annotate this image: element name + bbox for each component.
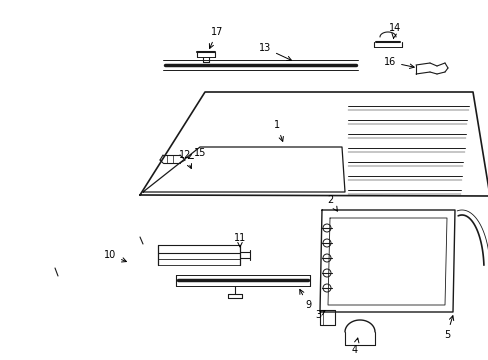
Text: 12: 12 — [179, 150, 191, 168]
Text: 1: 1 — [273, 120, 283, 141]
Text: 4: 4 — [351, 338, 358, 355]
Text: 16: 16 — [383, 57, 413, 68]
Text: 13: 13 — [258, 43, 291, 60]
Text: 5: 5 — [443, 316, 453, 340]
Text: 15: 15 — [188, 148, 206, 158]
Text: 10: 10 — [103, 250, 126, 262]
Text: 8: 8 — [0, 359, 1, 360]
Text: 11: 11 — [233, 233, 245, 247]
Text: 14: 14 — [388, 23, 400, 39]
Text: 3: 3 — [314, 310, 325, 320]
Text: 6: 6 — [0, 359, 1, 360]
Text: 17: 17 — [209, 27, 223, 49]
Text: 9: 9 — [299, 289, 310, 310]
Text: 2: 2 — [326, 195, 337, 211]
Text: 7: 7 — [0, 359, 1, 360]
